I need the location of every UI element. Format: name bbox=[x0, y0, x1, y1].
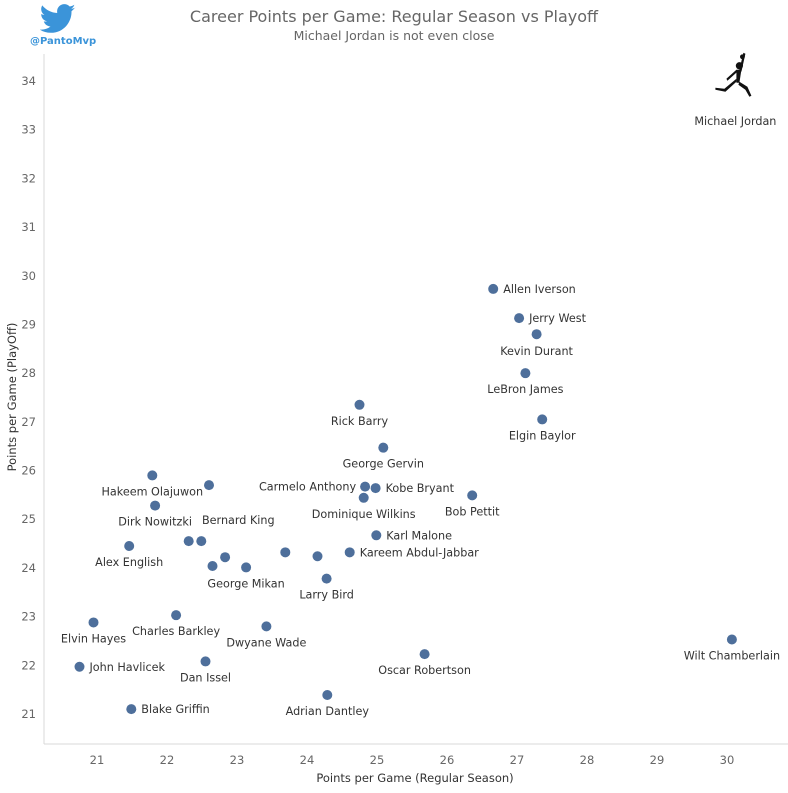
point-label-george-gervin: George Gervin bbox=[343, 458, 424, 471]
point-label-adrian-dantley: Adrian Dantley bbox=[286, 705, 370, 718]
data-point-oscar-robertson bbox=[419, 649, 430, 660]
data-points bbox=[74, 52, 752, 715]
data-point-kobe-bryant bbox=[370, 483, 381, 494]
data-point-allen-iverson bbox=[488, 283, 499, 294]
point-label-larry-bird: Larry Bird bbox=[299, 589, 354, 602]
data-point-unlabeled-17 bbox=[183, 536, 194, 547]
point-label-rick-barry: Rick Barry bbox=[331, 415, 389, 428]
x-tick-label: 25 bbox=[370, 753, 385, 767]
data-point-unlabeled-22 bbox=[220, 552, 231, 563]
data-point-dwyane-wade bbox=[261, 621, 272, 632]
x-tick-label: 23 bbox=[230, 753, 245, 767]
data-point-dan-issel bbox=[200, 656, 211, 667]
point-label-blake-griffin: Blake Griffin bbox=[141, 703, 209, 716]
y-tick-label: 30 bbox=[21, 269, 36, 283]
y-tick-label: 31 bbox=[21, 220, 36, 234]
data-point-kareem-abdul-jabbar bbox=[344, 547, 355, 558]
y-tick-label: 23 bbox=[21, 610, 36, 624]
data-point-george-gervin bbox=[378, 442, 389, 453]
y-tick-label: 33 bbox=[21, 123, 36, 137]
axes: 21 22 23 24 25 26 27 28 29 30 21 22 23 24 25 26 27 28 29 30… bbox=[21, 54, 788, 767]
y-tick-label: 22 bbox=[21, 658, 36, 672]
twitter-handle[interactable]: @PantoMvp bbox=[30, 36, 97, 47]
y-tick-label: 26 bbox=[21, 464, 36, 478]
y-tick-label: 28 bbox=[21, 366, 36, 380]
point-label-dominique-wilkins: Dominique Wilkins bbox=[312, 508, 416, 521]
point-label-lebron-james: LeBron James bbox=[487, 383, 563, 396]
data-point-karl-malone bbox=[371, 530, 382, 541]
chart-subtitle: Michael Jordan is not even close bbox=[293, 28, 495, 43]
data-point-larry-bird bbox=[321, 573, 332, 584]
data-point-carmelo-anthony bbox=[360, 481, 371, 492]
y-tick-label: 27 bbox=[21, 415, 36, 429]
data-point-elvin-hayes bbox=[88, 617, 99, 628]
point-label-alex-english: Alex English bbox=[95, 556, 163, 569]
point-label-kevin-durant: Kevin Durant bbox=[500, 345, 573, 358]
point-label-elvin-hayes: Elvin Hayes bbox=[61, 632, 126, 645]
data-point-lebron-james bbox=[520, 368, 531, 379]
point-label-allen-iverson: Allen Iverson bbox=[503, 283, 576, 296]
data-point-rick-barry bbox=[354, 399, 365, 410]
point-label-hakeem-olajuwon: Hakeem Olajuwon bbox=[101, 485, 203, 498]
x-tick-label: 27 bbox=[510, 753, 525, 767]
point-label-bernard-king: Bernard King bbox=[202, 514, 275, 527]
point-label-kareem-abdul-jabbar: Kareem Abdul-Jabbar bbox=[360, 546, 479, 559]
y-tick-label: 25 bbox=[21, 512, 36, 526]
twitter-bird-icon bbox=[40, 4, 76, 33]
data-point-charles-barkley bbox=[171, 610, 182, 621]
data-point-jerry-west bbox=[514, 313, 525, 324]
point-label-dwyane-wade: Dwyane Wade bbox=[226, 636, 306, 649]
data-point-wilt-chamberlain bbox=[726, 634, 737, 645]
x-tick-label: 24 bbox=[300, 753, 315, 767]
point-label-elgin-baylor: Elgin Baylor bbox=[509, 429, 576, 442]
x-tick-label: 21 bbox=[90, 753, 105, 767]
data-point-unlabeled-20 bbox=[280, 547, 291, 558]
data-point-unlabeled-24 bbox=[207, 560, 218, 571]
data-point-dominique-wilkins bbox=[358, 492, 369, 503]
point-label-bob-pettit: Bob Pettit bbox=[445, 505, 500, 518]
data-point-dirk-nowitzki bbox=[150, 500, 161, 511]
point-label-dan-issel: Dan Issel bbox=[180, 671, 231, 684]
x-tick-label: 30 bbox=[720, 753, 735, 767]
data-point-unlabeled-9 bbox=[204, 480, 214, 491]
point-label-charles-barkley: Charles Barkley bbox=[132, 625, 220, 638]
data-point-kevin-durant bbox=[531, 329, 542, 340]
point-label-jerry-west: Jerry West bbox=[528, 312, 586, 325]
data-point-george-mikan bbox=[241, 562, 252, 573]
data-point-alex-english bbox=[124, 541, 135, 552]
data-point-bob-pettit bbox=[467, 490, 478, 501]
data-point-elgin-baylor bbox=[537, 414, 548, 425]
point-label-dirk-nowitzki: Dirk Nowitzki bbox=[118, 516, 192, 529]
x-tick-label: 29 bbox=[650, 753, 665, 767]
point-label-michael-jordan: Michael Jordan bbox=[694, 115, 776, 128]
y-tick-label: 21 bbox=[21, 707, 36, 721]
point-label-oscar-robertson: Oscar Robertson bbox=[378, 664, 471, 677]
point-label-carmelo-anthony: Carmelo Anthony bbox=[259, 481, 357, 494]
data-point-bernard-king bbox=[196, 536, 207, 547]
y-axis-title: Points per Game (PlayOff) bbox=[5, 323, 19, 472]
point-label-kobe-bryant: Kobe Bryant bbox=[386, 482, 455, 495]
y-tick-label: 32 bbox=[21, 171, 36, 185]
jumpman-logo-icon bbox=[715, 52, 752, 97]
y-tick-label: 24 bbox=[21, 561, 36, 575]
point-labels: Michael Jordan Allen Iverson Jerry West Kev… bbox=[61, 115, 780, 718]
point-label-wilt-chamberlain: Wilt Chamberlain bbox=[684, 650, 780, 663]
data-point-adrian-dantley bbox=[322, 690, 333, 701]
y-tick-label: 34 bbox=[21, 74, 36, 88]
x-tick-label: 28 bbox=[580, 753, 595, 767]
x-tick-label: 22 bbox=[160, 753, 175, 767]
chart-title: Career Points per Game: Regular Season v… bbox=[189, 7, 599, 26]
data-point-john-havlicek bbox=[74, 661, 85, 672]
x-tick-label: 26 bbox=[440, 753, 455, 767]
point-label-karl-malone: Karl Malone bbox=[386, 529, 452, 542]
x-axis-title: Points per Game (Regular Season) bbox=[316, 771, 513, 785]
point-label-george-mikan: George Mikan bbox=[207, 577, 284, 590]
data-point-hakeem-olajuwon bbox=[147, 470, 158, 481]
y-tick-label: 29 bbox=[21, 317, 36, 331]
data-point-blake-griffin bbox=[126, 704, 137, 715]
point-label-john-havlicek: John Havlicek bbox=[89, 661, 166, 674]
data-point-unlabeled-21 bbox=[312, 551, 323, 562]
